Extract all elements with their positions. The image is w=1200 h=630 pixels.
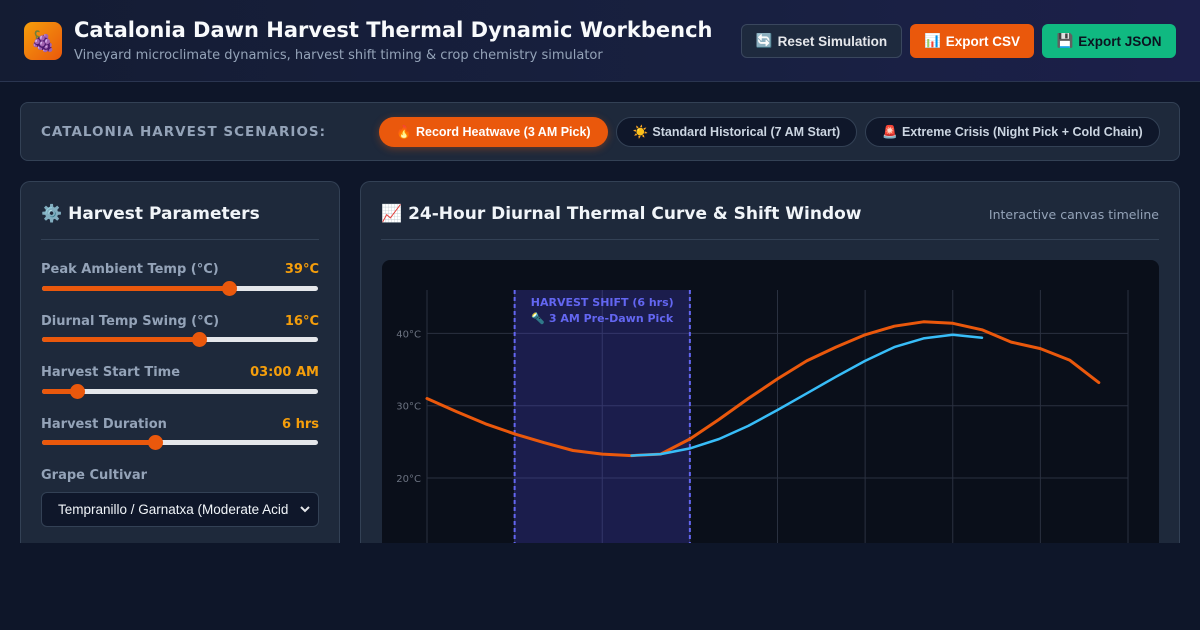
slider-thumb[interactable] bbox=[147, 435, 163, 450]
export-csv-label: Export CSV bbox=[945, 33, 1021, 49]
y-tick-label: 30°C bbox=[396, 402, 421, 413]
peak-temp-slider[interactable] bbox=[42, 281, 318, 297]
scenario-label: Standard Historical (7 AM Start) bbox=[652, 125, 841, 139]
export-json-button[interactable]: 💾 Export JSON bbox=[1042, 24, 1176, 58]
gear-icon: ⚙️ bbox=[41, 204, 63, 224]
export-json-label: Export JSON bbox=[1078, 33, 1162, 49]
temp-swing-value: 16°C bbox=[284, 314, 319, 329]
slider-fill bbox=[42, 337, 200, 342]
export-csv-button[interactable]: 📊 Export CSV bbox=[910, 24, 1034, 58]
slider-track bbox=[42, 440, 318, 445]
y-axis-ticks: 40°C 30°C 20°C bbox=[396, 329, 421, 485]
slider-thumb[interactable] bbox=[191, 332, 207, 347]
siren-icon: 🚨 bbox=[882, 124, 898, 139]
thermal-chart-svg: HARVEST SHIFT (6 hrs) 🔦 3 AM Pre-Dawn Pic… bbox=[396, 290, 1129, 543]
refresh-icon: 🔄 bbox=[755, 33, 773, 48]
harvest-duration-slider[interactable] bbox=[42, 435, 318, 451]
scenario-standard-historical-button[interactable]: ☀️ Standard Historical (7 AM Start) bbox=[616, 117, 857, 147]
shift-window-band bbox=[514, 290, 690, 543]
reset-simulation-button[interactable]: 🔄 Reset Simulation bbox=[741, 24, 902, 58]
harvest-start-label: Harvest Start Time bbox=[41, 365, 181, 380]
temp-swing-slider[interactable] bbox=[42, 332, 318, 348]
chart-panel-title: 📈 24-Hour Diurnal Thermal Curve & Shift … bbox=[381, 204, 862, 224]
y-tick-label: 40°C bbox=[396, 329, 421, 340]
thermal-chart-canvas[interactable]: HARVEST SHIFT (6 hrs) 🔦 3 AM Pre-Dawn Pic… bbox=[382, 260, 1159, 543]
divider bbox=[381, 239, 1159, 240]
app-subtitle: Vineyard microclimate dynamics, harvest … bbox=[74, 48, 603, 63]
scenario-label: Extreme Crisis (Night Pick + Cold Chain) bbox=[901, 125, 1143, 139]
harvest-shift-window[interactable]: HARVEST SHIFT (6 hrs) 🔦 3 AM Pre-Dawn Pic… bbox=[513, 290, 691, 543]
chart-title-text: 24-Hour Diurnal Thermal Curve & Shift Wi… bbox=[408, 204, 862, 224]
grapes-icon: 🍇 bbox=[24, 22, 62, 60]
harvest-start-slider[interactable] bbox=[42, 384, 318, 400]
scenario-record-heatwave-button[interactable]: 🔥 Record Heatwave (3 AM Pick) bbox=[379, 117, 608, 147]
parameters-panel-title: ⚙️ Harvest Parameters bbox=[41, 204, 260, 224]
scenario-extreme-crisis-button[interactable]: 🚨 Extreme Crisis (Night Pick + Cold Chai… bbox=[865, 117, 1160, 147]
scenario-bar-label: CATALONIA HARVEST SCENARIOS: bbox=[41, 124, 327, 140]
app-header: 🍇 Catalonia Dawn Harvest Thermal Dynamic… bbox=[0, 0, 1200, 82]
chart-panel-meta: Interactive canvas timeline bbox=[988, 207, 1159, 222]
ambient-temp-line bbox=[425, 320, 1101, 458]
grape-temp-line bbox=[630, 333, 984, 457]
chevron-down-icon bbox=[300, 506, 310, 513]
y-tick-label: 20°C bbox=[396, 474, 421, 485]
temp-swing-label: Diurnal Temp Swing (°C) bbox=[41, 314, 220, 329]
harvest-duration-value: 6 hrs bbox=[282, 417, 319, 432]
chart-series bbox=[425, 320, 1101, 458]
peak-temp-value: 39°C bbox=[284, 262, 319, 277]
shift-window-sublabel: 🔦 3 AM Pre-Dawn Pick bbox=[531, 312, 674, 325]
chart-increasing-icon: 📈 bbox=[381, 204, 403, 224]
slider-fill bbox=[42, 440, 156, 445]
divider bbox=[41, 239, 319, 240]
floppy-disk-icon: 💾 bbox=[1056, 33, 1074, 48]
slider-fill bbox=[42, 286, 230, 291]
grape-cultivar-select[interactable]: Tempranillo / Garnatxa (Moderate Acid bbox=[41, 492, 319, 527]
harvest-start-value: 03:00 AM bbox=[250, 365, 319, 380]
grape-cultivar-selected: Tempranillo / Garnatxa (Moderate Acid bbox=[58, 502, 289, 517]
fire-icon: 🔥 bbox=[396, 124, 412, 139]
sun-icon: ☀️ bbox=[632, 124, 649, 139]
scenario-bar: CATALONIA HARVEST SCENARIOS: 🔥 Record He… bbox=[20, 102, 1180, 161]
slider-thumb[interactable] bbox=[222, 281, 238, 296]
app-title: Catalonia Dawn Harvest Thermal Dynamic W… bbox=[74, 18, 713, 42]
shift-window-label: HARVEST SHIFT (6 hrs) bbox=[531, 296, 674, 309]
harvest-parameters-panel: ⚙️ Harvest Parameters Peak Ambient Temp … bbox=[20, 181, 340, 543]
grape-cultivar-label: Grape Cultivar bbox=[41, 468, 148, 483]
slider-fill bbox=[42, 389, 78, 394]
reset-simulation-label: Reset Simulation bbox=[777, 33, 888, 49]
slider-thumb[interactable] bbox=[70, 384, 86, 399]
bar-chart-icon: 📊 bbox=[923, 33, 941, 48]
scenario-label: Record Heatwave (3 AM Pick) bbox=[415, 125, 591, 139]
slider-track bbox=[42, 389, 318, 394]
thermal-curve-panel: 📈 24-Hour Diurnal Thermal Curve & Shift … bbox=[360, 181, 1180, 543]
parameters-title-text: Harvest Parameters bbox=[68, 204, 260, 224]
harvest-duration-label: Harvest Duration bbox=[41, 417, 167, 432]
peak-temp-label: Peak Ambient Temp (°C) bbox=[41, 262, 219, 277]
